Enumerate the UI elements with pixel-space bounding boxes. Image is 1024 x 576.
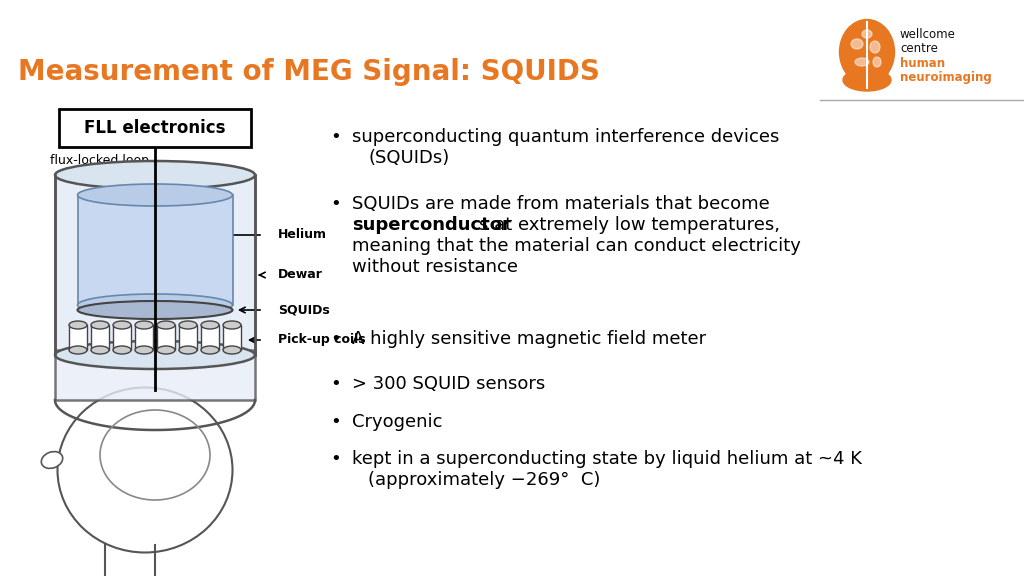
- Ellipse shape: [57, 388, 232, 552]
- Bar: [201, 325, 219, 350]
- Text: •: •: [330, 450, 341, 468]
- Text: without resistance: without resistance: [352, 258, 518, 276]
- Text: centre: centre: [900, 42, 938, 55]
- Ellipse shape: [91, 321, 109, 329]
- Ellipse shape: [91, 346, 109, 354]
- Text: flux-locked loop: flux-locked loop: [50, 154, 150, 167]
- Text: A highly sensitive magnetic field meter: A highly sensitive magnetic field meter: [352, 330, 707, 348]
- Bar: [91, 325, 109, 350]
- Ellipse shape: [840, 20, 895, 85]
- Bar: [135, 325, 153, 350]
- Text: kept in a superconducting state by liquid helium at ~4 K: kept in a superconducting state by liqui…: [352, 450, 862, 468]
- Text: superconducting quantum interference devices: superconducting quantum interference dev…: [352, 128, 779, 146]
- Ellipse shape: [223, 321, 241, 329]
- Bar: [55, 350, 255, 400]
- Text: Dewar: Dewar: [278, 268, 323, 282]
- Ellipse shape: [55, 161, 255, 189]
- Ellipse shape: [78, 301, 232, 319]
- Ellipse shape: [78, 294, 232, 316]
- Text: wellcome: wellcome: [900, 28, 955, 41]
- Ellipse shape: [135, 321, 153, 329]
- Ellipse shape: [851, 39, 863, 49]
- Text: SQUIDs: SQUIDs: [278, 304, 330, 316]
- Ellipse shape: [870, 41, 880, 53]
- Ellipse shape: [113, 321, 131, 329]
- Text: (SQUIDs): (SQUIDs): [368, 149, 450, 167]
- Text: Cryogenic: Cryogenic: [352, 413, 442, 431]
- Ellipse shape: [157, 321, 175, 329]
- Bar: [223, 325, 241, 350]
- Text: Helium: Helium: [278, 229, 327, 241]
- Ellipse shape: [135, 346, 153, 354]
- Ellipse shape: [55, 341, 255, 369]
- Text: superconductor: superconductor: [352, 216, 511, 234]
- Text: •: •: [330, 330, 341, 348]
- Ellipse shape: [179, 321, 197, 329]
- Ellipse shape: [113, 346, 131, 354]
- Text: (approximately −269°  C): (approximately −269° C): [368, 471, 600, 489]
- Bar: [113, 325, 131, 350]
- Ellipse shape: [201, 321, 219, 329]
- Ellipse shape: [69, 346, 87, 354]
- Bar: [78, 195, 233, 305]
- Text: FLL electronics: FLL electronics: [84, 119, 225, 137]
- Text: meaning that the material can conduct electricity: meaning that the material can conduct el…: [352, 237, 801, 255]
- Ellipse shape: [843, 69, 891, 91]
- Ellipse shape: [69, 321, 87, 329]
- Ellipse shape: [862, 30, 872, 38]
- Bar: [157, 325, 175, 350]
- Text: SQUIDs are made from materials that become: SQUIDs are made from materials that beco…: [352, 195, 770, 213]
- Text: > 300 SQUID sensors: > 300 SQUID sensors: [352, 375, 545, 393]
- Text: •: •: [330, 413, 341, 431]
- Text: neuroimaging: neuroimaging: [900, 71, 992, 84]
- Ellipse shape: [855, 58, 869, 66]
- Ellipse shape: [179, 346, 197, 354]
- Ellipse shape: [223, 346, 241, 354]
- Text: Pick-up coils: Pick-up coils: [278, 334, 366, 347]
- Bar: [179, 325, 197, 350]
- FancyBboxPatch shape: [59, 109, 251, 147]
- Bar: [69, 325, 87, 350]
- Ellipse shape: [157, 346, 175, 354]
- Ellipse shape: [41, 452, 62, 468]
- Text: •: •: [330, 375, 341, 393]
- Text: Measurement of MEG Signal: SQUIDS: Measurement of MEG Signal: SQUIDS: [18, 58, 600, 86]
- Text: human: human: [900, 57, 945, 70]
- Ellipse shape: [873, 57, 881, 67]
- Bar: [55, 175, 255, 355]
- Text: s at extremely low temperatures,: s at extremely low temperatures,: [479, 216, 780, 234]
- Ellipse shape: [201, 346, 219, 354]
- Text: •: •: [330, 128, 341, 146]
- Text: •: •: [330, 195, 341, 213]
- Ellipse shape: [78, 184, 232, 206]
